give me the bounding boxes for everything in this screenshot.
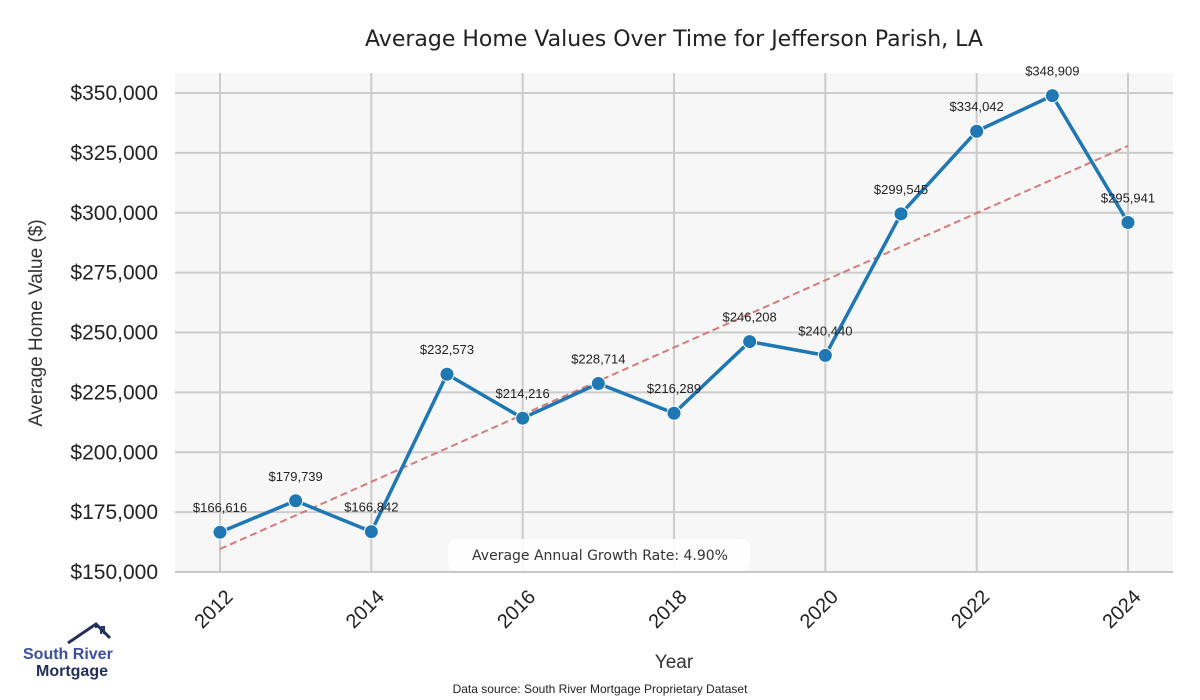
data-label: $166,616 (193, 500, 247, 515)
y-tick-label: $225,000 (70, 381, 158, 404)
x-tick-label: 2014 (342, 586, 389, 633)
y-tick-label: $150,000 (70, 561, 158, 584)
growth-annotation: Average Annual Growth Rate: 4.90% (448, 539, 750, 571)
data-point (1044, 88, 1060, 104)
y-tick-label: $300,000 (70, 202, 158, 225)
logo-line2: Mortgage (36, 663, 108, 680)
data-point (288, 493, 304, 509)
trend-line-group (219, 145, 1129, 550)
y-axis-label: Average Home Value ($) (26, 219, 47, 426)
data-point (666, 405, 682, 421)
data-label: $228,714 (571, 351, 625, 366)
data-label: $232,573 (420, 342, 474, 357)
data-label: $246,208 (723, 310, 777, 325)
data-point (363, 524, 379, 540)
house-chimney-icon (95, 624, 105, 634)
data-point (590, 375, 606, 391)
data-label: $348,909 (1025, 64, 1079, 79)
data-point (1120, 214, 1136, 230)
south-river-mortgage-logo: South River Mortgage (23, 622, 113, 680)
x-tick-label: 2016 (493, 586, 540, 633)
growth-annotation-text: Average Annual Growth Rate: 4.90% (472, 548, 728, 564)
y-tick-label: $250,000 (70, 322, 158, 345)
data-label: $240,440 (798, 323, 852, 338)
data-label: $216,289 (647, 381, 701, 396)
data-label: $299,545 (874, 182, 928, 197)
x-tick-label: 2018 (645, 586, 692, 633)
logo-line1: South River (23, 646, 113, 663)
data-label: $334,042 (950, 99, 1004, 114)
y-tick-labels: $150,000 $175,000 $200,000 $225,000 $250,000… (70, 82, 158, 584)
data-label: $166,842 (344, 500, 398, 515)
growth-annotation-box (448, 539, 750, 571)
data-label: $179,739 (269, 469, 323, 484)
data-point (439, 366, 455, 382)
grid (175, 73, 1173, 573)
y-tick-label: $350,000 (70, 82, 158, 105)
y-tick-label: $275,000 (70, 262, 158, 285)
data-point (742, 334, 758, 350)
data-point (893, 206, 909, 222)
y-tick-label: $175,000 (70, 501, 158, 524)
data-label: $295,941 (1101, 190, 1155, 205)
data-labels: $166,616 $179,739 $166,842 $232,573 $214,216… (193, 64, 1155, 516)
data-label: $214,216 (496, 386, 550, 401)
data-point (817, 347, 833, 363)
x-tick-labels: 2012 2014 2016 2018 2020 2022 2024 (191, 586, 1146, 633)
x-axis-label: Year (655, 652, 694, 673)
x-tick-label: 2022 (947, 586, 994, 633)
x-tick-label: 2012 (191, 586, 238, 633)
data-point (969, 123, 985, 139)
x-tick-label: 2020 (796, 586, 843, 633)
data-source-note: Data source: South River Mortgage Propri… (453, 682, 748, 696)
y-tick-label: $200,000 (70, 441, 158, 464)
chart-title: Average Home Values Over Time for Jeffer… (365, 27, 983, 52)
data-point (515, 410, 531, 426)
data-point (212, 524, 228, 540)
series-group (212, 88, 1136, 540)
x-tick-label: 2024 (1099, 586, 1146, 633)
y-tick-label: $325,000 (70, 142, 158, 165)
trend-line (219, 145, 1129, 550)
